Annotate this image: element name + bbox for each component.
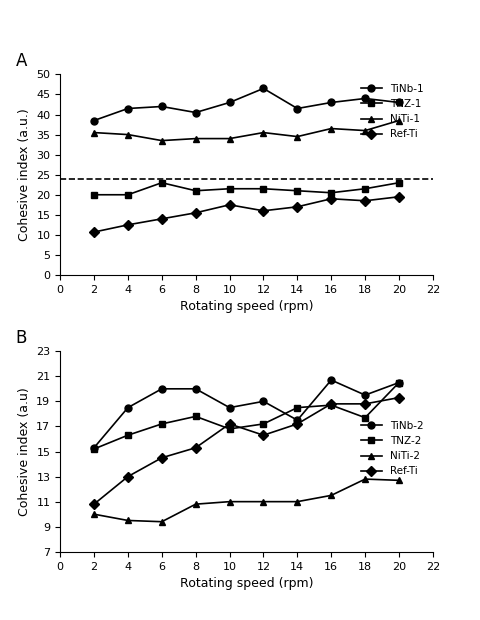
Line: TNZ-1: TNZ-1 (90, 179, 402, 198)
TiNb-2 (158, 385, 164, 392)
TNZ-1 (260, 185, 266, 192)
NiTi-2 (125, 516, 131, 524)
TiNb-2 (192, 385, 198, 392)
NiTi-1 (226, 135, 232, 143)
Line: TiNb-2: TiNb-2 (90, 376, 402, 451)
TNZ-2 (91, 445, 96, 453)
TiNb-2 (125, 404, 131, 411)
TNZ-2 (396, 379, 401, 386)
NiTi-2 (294, 498, 300, 505)
X-axis label: Rotating speed (rpm): Rotating speed (rpm) (180, 300, 312, 313)
Ref-Ti (396, 193, 401, 200)
NiTi-1 (192, 135, 198, 143)
Line: NiTi-1: NiTi-1 (90, 117, 402, 144)
Ref-Ti (125, 221, 131, 229)
TiNb-2 (361, 391, 367, 399)
TNZ-2 (361, 414, 367, 422)
Line: TNZ-2: TNZ-2 (90, 379, 402, 453)
TNZ-2 (192, 413, 198, 420)
NiTi-2 (361, 476, 367, 483)
Ref-Ti (328, 195, 334, 203)
TNZ-1 (396, 179, 401, 187)
NiTi-2 (91, 510, 96, 518)
NiTi-2 (328, 492, 334, 499)
Ref-Ti (226, 420, 232, 428)
Ref-Ti (294, 203, 300, 211)
NiTi-1 (361, 127, 367, 135)
TNZ-2 (226, 425, 232, 433)
TNZ-1 (226, 185, 232, 192)
TiNb-1 (260, 85, 266, 92)
TNZ-1 (361, 185, 367, 192)
Ref-Ti (361, 400, 367, 407)
TNZ-2 (260, 420, 266, 428)
Line: Ref-Ti: Ref-Ti (90, 193, 402, 236)
TiNb-1 (328, 99, 334, 106)
TiNb-1 (125, 105, 131, 112)
Ref-Ti (125, 473, 131, 480)
Y-axis label: Cohesive index (a.u.): Cohesive index (a.u.) (18, 108, 31, 241)
TiNb-1 (158, 103, 164, 110)
TiNb-1 (294, 105, 300, 112)
Text: A: A (15, 52, 27, 71)
TNZ-2 (125, 432, 131, 439)
TiNb-2 (396, 379, 401, 386)
NiTi-1 (91, 129, 96, 136)
Line: TiNb-1: TiNb-1 (90, 85, 402, 124)
Ref-Ti (158, 215, 164, 223)
NiTi-1 (260, 129, 266, 136)
NiTi-1 (294, 133, 300, 140)
TNZ-1 (91, 191, 96, 198)
Ref-Ti (192, 444, 198, 451)
Ref-Ti (158, 454, 164, 461)
TiNb-1 (226, 99, 232, 106)
NiTi-2 (192, 500, 198, 508)
TNZ-1 (192, 187, 198, 195)
TNZ-1 (125, 191, 131, 198)
TNZ-2 (328, 401, 334, 409)
TiNb-1 (396, 99, 401, 106)
NiTi-2 (158, 518, 164, 525)
NiTi-2 (226, 498, 232, 505)
TiNb-2 (328, 376, 334, 384)
Line: NiTi-2: NiTi-2 (90, 476, 402, 525)
Ref-Ti (226, 201, 232, 208)
Ref-Ti (396, 394, 401, 401)
X-axis label: Rotating speed (rpm): Rotating speed (rpm) (180, 577, 312, 590)
NiTi-2 (396, 477, 401, 484)
Ref-Ti (91, 228, 96, 236)
NiTi-1 (158, 137, 164, 144)
NiTi-2 (260, 498, 266, 505)
Ref-Ti (192, 209, 198, 216)
TiNb-1 (192, 108, 198, 116)
Ref-Ti (294, 420, 300, 428)
Ref-Ti (260, 432, 266, 439)
TNZ-2 (158, 420, 164, 428)
NiTi-1 (125, 131, 131, 138)
TNZ-1 (158, 179, 164, 187)
NiTi-1 (396, 117, 401, 124)
Line: Ref-Ti: Ref-Ti (90, 394, 402, 508)
TiNb-2 (294, 417, 300, 424)
TiNb-2 (91, 444, 96, 451)
Y-axis label: Cohesive index (a.u): Cohesive index (a.u) (18, 387, 31, 516)
TiNb-2 (226, 404, 232, 411)
Ref-Ti (91, 500, 96, 508)
TiNb-2 (260, 397, 266, 405)
Legend: TiNb-1, TNZ-1, NiTi-1, Ref-Ti: TiNb-1, TNZ-1, NiTi-1, Ref-Ti (356, 79, 427, 144)
Text: B: B (15, 329, 27, 347)
TNZ-1 (294, 187, 300, 195)
TiNb-1 (361, 95, 367, 102)
Ref-Ti (260, 207, 266, 215)
NiTi-1 (328, 125, 334, 132)
TiNb-1 (91, 117, 96, 124)
TNZ-2 (294, 404, 300, 411)
Ref-Ti (361, 197, 367, 205)
Legend: TiNb-2, TNZ-2, NiTi-2, Ref-Ti: TiNb-2, TNZ-2, NiTi-2, Ref-Ti (356, 417, 427, 480)
TNZ-1 (328, 189, 334, 197)
Ref-Ti (328, 400, 334, 407)
